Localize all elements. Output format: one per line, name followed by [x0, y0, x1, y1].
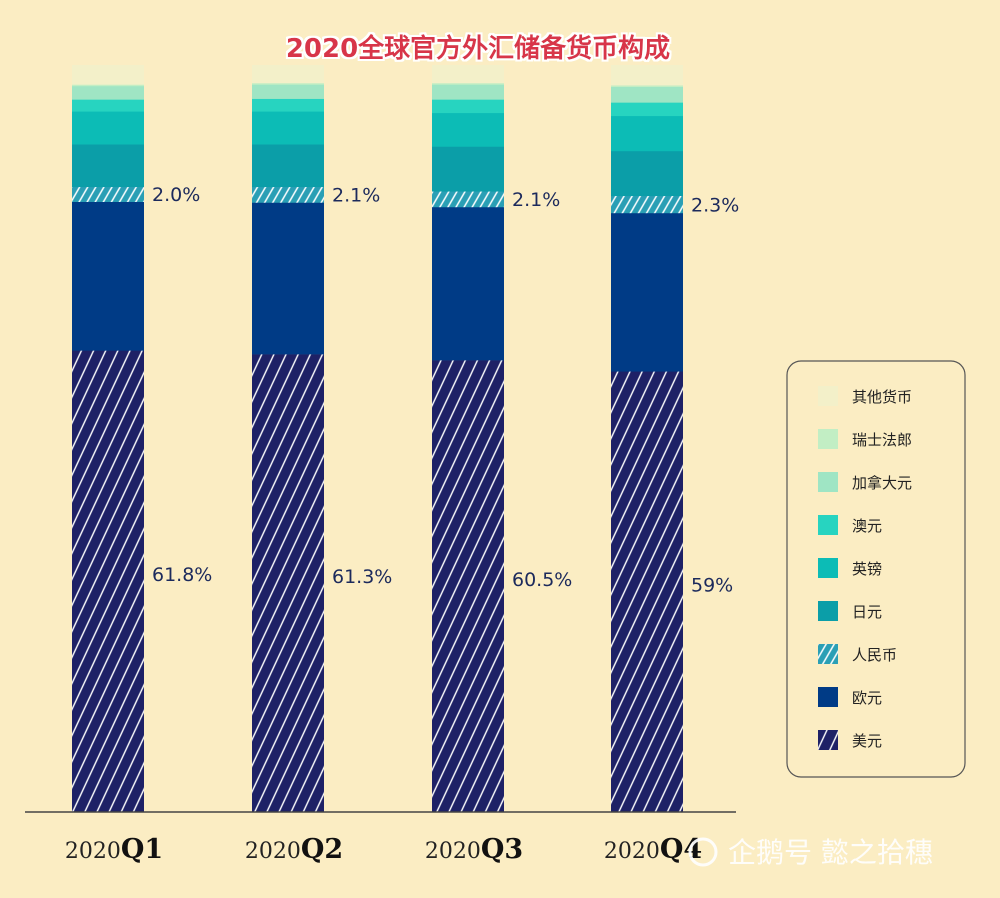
bar-segment-0-0: [72, 350, 144, 813]
data-label-0-0: 61.8%: [152, 564, 212, 586]
bar-segment-0-5: [72, 99, 144, 112]
legend-label-7: 欧元: [852, 689, 882, 707]
legend-swatch-5: [818, 601, 838, 621]
bar-segment-0-3: [72, 144, 144, 188]
legend-swatch-7: [818, 687, 838, 707]
data-label-0-2: 2.0%: [152, 184, 200, 206]
x-tick-label-1: 2020Q2: [245, 834, 343, 865]
bar-segment-2-2: [432, 191, 504, 208]
x-tick-label-0: 2020Q1: [65, 834, 163, 865]
bar-segment-3-2: [611, 195, 683, 214]
value-labels-layer: 61.8% 2.0% 61.3% 2.1% 60.5% 2.1% 59% 2.3%: [152, 184, 739, 596]
legend-frame: [786, 360, 966, 778]
bar-segment-3-3: [611, 150, 683, 197]
bar-segment-1-0: [252, 354, 324, 813]
legend-swatch-8: [818, 730, 838, 750]
x-tick-labels: 2020Q1 2020Q2 2020Q3 2020Q4: [65, 834, 702, 865]
legend-swatch-0: [818, 386, 838, 406]
legend-swatch-6: [818, 644, 838, 664]
bar-segment-3-5: [611, 102, 683, 117]
bar-segment-1-3: [252, 144, 324, 188]
bar-segment-1-8: [252, 65, 324, 84]
bar-segment-1-7: [252, 82, 324, 85]
bar-segment-2-0: [432, 360, 504, 813]
bar-segment-0-2: [72, 186, 144, 203]
x-tick-label-2: 2020Q3: [425, 834, 523, 865]
bar-segment-1-6: [252, 84, 324, 99]
data-label-3-2: 2.3%: [691, 194, 739, 216]
bar-segment-0-8: [72, 65, 144, 85]
data-label-1-2: 2.1%: [332, 185, 380, 207]
penguin-icon: [688, 837, 718, 867]
bar-segment-2-1: [432, 206, 504, 361]
x-tick-label-3: 2020Q4: [604, 834, 702, 865]
bar-segment-2-6: [432, 84, 504, 100]
legend-label-0: 其他货币: [852, 388, 912, 406]
bar-segment-3-4: [611, 115, 683, 152]
legend-label-4: 英镑: [852, 560, 882, 578]
bar-segment-3-0: [611, 371, 683, 813]
data-label-1-0: 61.3%: [332, 566, 392, 588]
data-label-2-0: 60.5%: [512, 569, 572, 591]
watermark-text: 企鹅号 懿之拾穗: [728, 836, 933, 869]
data-label-2-2: 2.1%: [512, 189, 560, 211]
bar-segment-2-3: [432, 146, 504, 192]
bars-layer: [72, 65, 683, 813]
bar-segment-1-1: [252, 202, 324, 355]
legend-label-3: 澳元: [852, 517, 882, 535]
data-label-3-0: 59%: [691, 575, 733, 597]
bar-segment-2-7: [432, 82, 504, 85]
bar-segment-2-8: [432, 65, 504, 84]
bar-segment-0-4: [72, 111, 144, 145]
bar-segment-1-4: [252, 111, 324, 145]
bar-segment-2-4: [432, 112, 504, 147]
bar-segment-0-1: [72, 201, 144, 351]
legend-label-6: 人民币: [852, 646, 897, 664]
legend-swatch-3: [818, 515, 838, 535]
bar-segment-3-8: [611, 65, 683, 86]
bar-segment-3-6: [611, 86, 683, 103]
legend-swatch-4: [818, 558, 838, 578]
legend-label-2: 加拿大元: [852, 474, 912, 492]
bar-segment-1-2: [252, 186, 324, 203]
legend-swatch-2: [818, 472, 838, 492]
legend-label-5: 日元: [852, 603, 882, 621]
bar-segment-3-7: [611, 85, 683, 87]
chart-title: 2020全球官方外汇储备货币构成: [286, 33, 670, 64]
bar-segment-0-6: [72, 85, 144, 100]
bar-segment-3-1: [611, 212, 683, 372]
legend-swatch-1: [818, 429, 838, 449]
bar-segment-2-5: [432, 99, 504, 114]
watermark: 企鹅号 懿之拾穗: [688, 836, 933, 869]
legend-label-1: 瑞士法郎: [852, 431, 912, 449]
bar-segment-0-7: [72, 84, 144, 87]
legend-label-8: 美元: [852, 732, 882, 750]
bar-segment-1-5: [252, 98, 324, 112]
